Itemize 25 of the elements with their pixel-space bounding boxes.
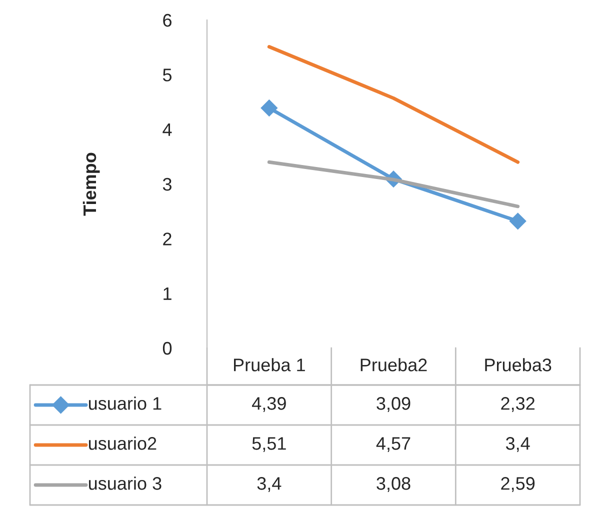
point [260, 100, 278, 116]
data-label: 2,32 [501, 397, 534, 412]
point [509, 212, 526, 230]
data-label: 3,08 [376, 477, 410, 492]
x-tick-label: Prueba3 [485, 358, 552, 372]
y-tick-label: 1 [164, 287, 172, 300]
legend-label: usuario2 [88, 436, 156, 450]
data-label: 3,4 [506, 437, 530, 452]
y-axis-title: Tiempo [82, 152, 100, 216]
y-tick-label: 6 [163, 14, 172, 27]
data-label: 5,51 [252, 437, 286, 452]
y-tick-label: 5 [162, 68, 172, 82]
data-label: 4,57 [376, 437, 410, 452]
y-tick-label: 4 [162, 123, 172, 136]
data-label: 3,09 [376, 397, 410, 412]
x-tick-label: Prueba2 [360, 358, 427, 372]
x-tick-label: Prueba 1 [234, 358, 305, 372]
legend-label: usuario 1 [88, 396, 162, 410]
data-label: 4,39 [252, 397, 286, 412]
data-label: 2,59 [501, 477, 535, 492]
y-tick-label: 0 [162, 342, 172, 355]
y-tick-label: 2 [163, 232, 172, 246]
data-label: 3,4 [257, 477, 282, 492]
legend-label: usuario 3 [88, 476, 162, 490]
y-tick-label: 3 [162, 178, 172, 191]
